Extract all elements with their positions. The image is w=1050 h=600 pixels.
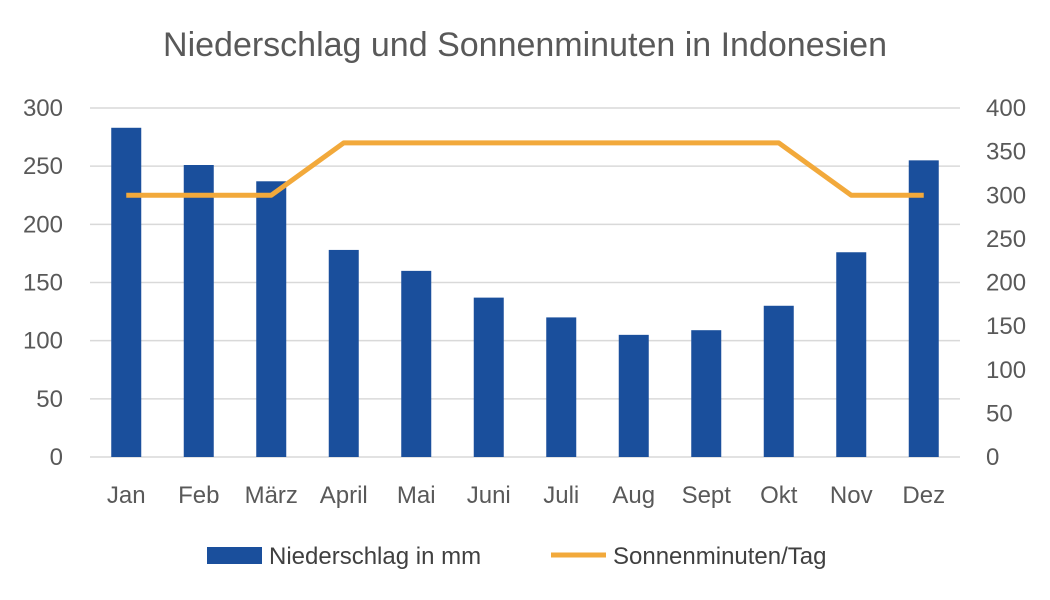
- x-tick-label: Sept: [682, 482, 732, 509]
- y-right-tick-label: 300: [986, 182, 1026, 209]
- y-right-tick-label: 150: [986, 313, 1026, 340]
- x-tick-label: Dez: [902, 482, 945, 509]
- bar: [256, 181, 287, 458]
- y-left-tick-label: 150: [23, 270, 63, 297]
- bar: [908, 160, 939, 457]
- series-line: [126, 140, 924, 198]
- bar: [546, 317, 577, 457]
- y-right-tick-label: 100: [986, 357, 1026, 384]
- y-left-tick-label: 100: [23, 328, 63, 355]
- y-right-tick-label: 400: [986, 95, 1026, 122]
- y-left-tick-label: 0: [50, 444, 63, 471]
- y-left-tick-label: 50: [36, 386, 63, 413]
- bar: [111, 127, 142, 457]
- y-right-tick-label: 250: [986, 226, 1026, 253]
- bar: [763, 305, 794, 457]
- bar: [618, 334, 649, 457]
- y-right-tick-label: 50: [986, 400, 1013, 427]
- x-tick-label: Aug: [612, 482, 655, 509]
- bar: [691, 330, 722, 457]
- x-tick-label: Juni: [467, 482, 511, 509]
- bar: [836, 252, 867, 457]
- legend-label: Niederschlag in mm: [269, 543, 481, 570]
- x-tick-label: Feb: [178, 482, 219, 509]
- y-left-tick-label: 200: [23, 211, 63, 238]
- y-left-tick-label: 250: [23, 153, 63, 180]
- x-tick-label: März: [245, 482, 298, 509]
- chart-title: Niederschlag und Sonnenminuten in Indone…: [163, 26, 887, 64]
- bar: [401, 270, 432, 457]
- y-left-tick-label: 300: [23, 95, 63, 122]
- y-right-tick-label: 350: [986, 139, 1026, 166]
- legend-swatch-bar: [207, 547, 262, 564]
- legend-label: Sonnenminuten/Tag: [613, 543, 827, 570]
- bar: [183, 165, 214, 457]
- x-tick-label: Juli: [543, 482, 579, 509]
- x-tick-label: Jan: [107, 482, 146, 509]
- y-right-tick-label: 0: [986, 444, 999, 471]
- x-tick-label: Mai: [397, 482, 436, 509]
- x-tick-label: Okt: [760, 482, 798, 509]
- y-right-tick-label: 200: [986, 270, 1026, 297]
- bar: [328, 249, 359, 457]
- x-tick-label: Nov: [830, 482, 873, 509]
- x-tick-label: April: [320, 482, 368, 509]
- bar: [473, 297, 504, 457]
